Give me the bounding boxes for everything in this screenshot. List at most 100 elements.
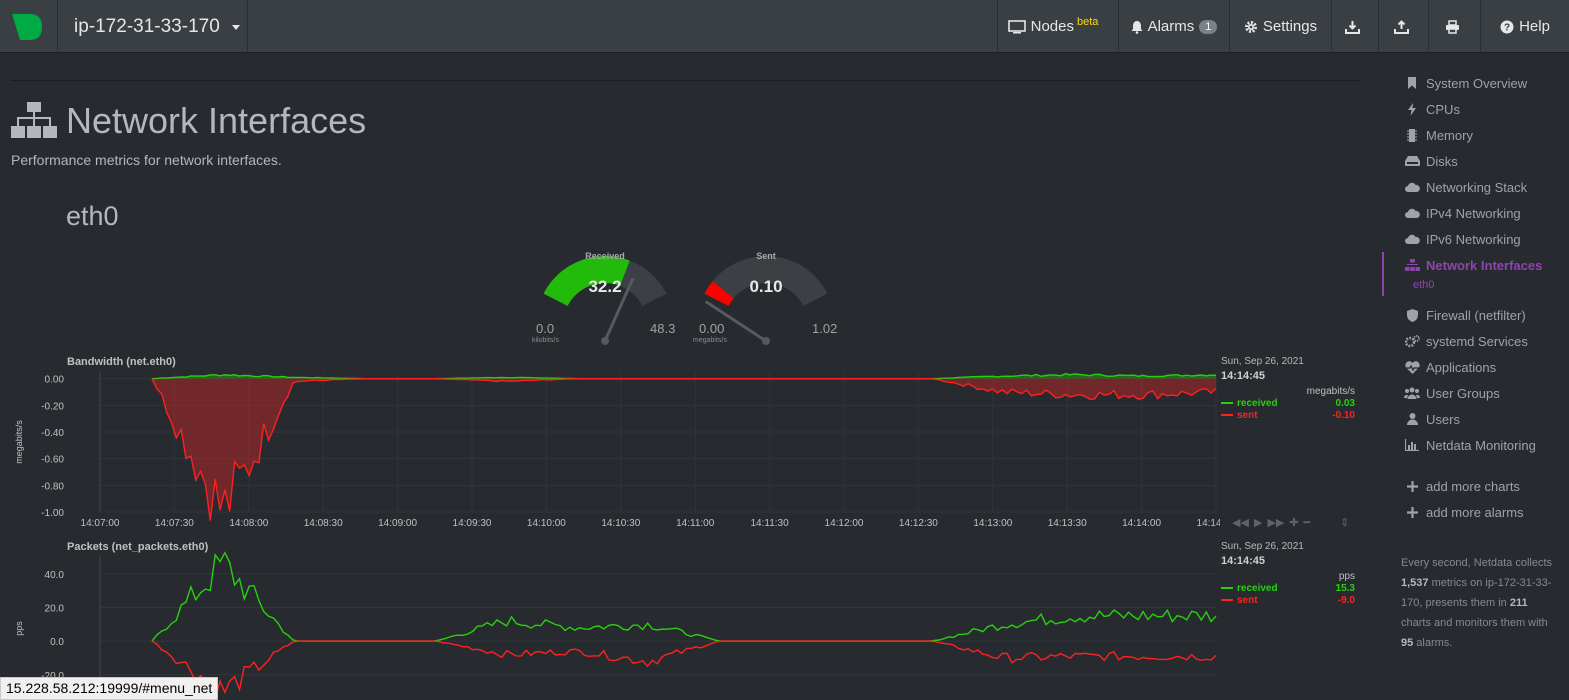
sidebar-item-users[interactable]: Users — [1382, 406, 1569, 432]
sidebar-item-memory[interactable]: Memory — [1382, 122, 1569, 148]
resize-icon[interactable]: ⇕ — [1340, 517, 1350, 529]
sidebar-item-network-interfaces[interactable]: Network Interfaces — [1382, 252, 1569, 278]
sidebar-item-netdata-monitoring[interactable]: Netdata Monitoring — [1382, 432, 1569, 458]
hdd-icon — [1404, 154, 1420, 168]
received-gauge[interactable]: Received 32.2 0.0 48.3 kilobits/s — [529, 251, 681, 351]
footer-text: metrics on ip-172-31-33-170, presents th… — [1401, 577, 1552, 609]
x-tick-label: 14:10:00 — [527, 518, 566, 529]
add-more-alarms-link[interactable]: add more alarms — [1382, 499, 1569, 525]
x-tick-label: 14:13:30 — [1048, 518, 1087, 529]
x-tick-label: 14:12:30 — [899, 518, 938, 529]
users-icon — [1404, 386, 1420, 400]
legend-sent[interactable]: sent -0.10 — [1221, 410, 1355, 421]
nodes-button[interactable]: Nodes beta — [997, 0, 1108, 53]
sidebar-item-firewall[interactable]: Firewall (netfilter) — [1382, 302, 1569, 328]
play-icon[interactable]: ▶ — [1253, 517, 1263, 529]
legend-units: megabits/s — [1306, 386, 1355, 397]
sidebar-item-systemd-services[interactable]: systemd Services — [1382, 328, 1569, 354]
bolt-icon — [1404, 102, 1420, 116]
upload-button[interactable] — [1378, 0, 1428, 53]
gauge-min: 0.0 — [536, 321, 555, 336]
y-tick-label: -0.80 — [41, 481, 64, 492]
legend-units: pps — [1338, 571, 1355, 582]
y-axis-label: megabits/s — [14, 420, 24, 464]
sent-gauge[interactable]: Sent 0.10 0.00 1.02 megabits/s — [690, 251, 842, 351]
cloud-icon — [1404, 180, 1420, 194]
heartbeat-icon — [1404, 360, 1420, 374]
y-tick-label: -0.40 — [41, 428, 64, 439]
plus-icon — [1404, 505, 1420, 519]
y-tick-label: -0.20 — [41, 401, 64, 412]
sidebar-item-networking-stack[interactable]: Networking Stack — [1382, 174, 1569, 200]
cogs-icon — [1404, 334, 1420, 348]
sidebar-item-user-groups[interactable]: User Groups — [1382, 380, 1569, 406]
legend-received[interactable]: received 15.3 — [1221, 583, 1355, 594]
received-gauge-arc — [543, 256, 667, 345]
gauge-unit: megabits/s — [693, 337, 727, 344]
bookmark-icon — [1404, 76, 1420, 90]
plus-icon — [1404, 479, 1420, 493]
sidebar-item-label: Memory — [1426, 127, 1473, 143]
bell-icon — [1131, 20, 1143, 34]
desktop-icon — [1007, 19, 1026, 33]
packets-chart[interactable]: 40.0 20.0 0.0 -20.0 pps — [0, 540, 1220, 700]
legend-date: Sun, Sep 26, 2021 — [1221, 356, 1304, 367]
legend-time: 14:14:45 — [1221, 555, 1266, 567]
add-more-alarms-label: add more alarms — [1426, 504, 1524, 520]
y-tick-label: -1.00 — [41, 508, 64, 519]
legend-sent[interactable]: sent -9.0 — [1221, 595, 1355, 606]
legend-sent-value: -9.0 — [1337, 595, 1355, 606]
user-icon — [1404, 412, 1420, 426]
legend-received-label: received — [1237, 398, 1278, 409]
y-tick-label: 20.0 — [45, 603, 65, 614]
caret-down-icon — [231, 25, 240, 30]
sent-gauge-arc — [704, 256, 828, 345]
sidebar-subitem-eth0[interactable]: eth0 — [1382, 278, 1569, 296]
legend-time: 14:14:45 — [1221, 370, 1266, 382]
print-button[interactable] — [1428, 0, 1480, 53]
zoom-out-icon[interactable]: ━ — [1303, 517, 1311, 529]
sidebar-item-label: Disks — [1426, 153, 1458, 169]
sidebar-spacer — [1382, 458, 1569, 473]
footer-text: Every second, Netdata collects — [1401, 557, 1553, 569]
legend-received-value: 15.3 — [1335, 583, 1355, 594]
gauge-unit: kilobits/s — [532, 337, 559, 344]
sidebar-item-label: System Overview — [1426, 75, 1528, 91]
sidebar-item-label: Users — [1426, 411, 1460, 427]
alarms-label: Alarms — [1147, 18, 1195, 35]
x-tick-label: 14:07:30 — [155, 518, 194, 529]
pan-right-icon[interactable]: ▶▶ — [1267, 517, 1285, 529]
pan-left-icon[interactable]: ◀◀ — [1232, 517, 1249, 529]
series-received-area — [152, 373, 1216, 379]
sidebar-item-label: Networking Stack — [1426, 179, 1528, 195]
legend-received-value: 0.03 — [1335, 398, 1355, 409]
x-tick-label: 14:08:00 — [229, 518, 268, 529]
nodes-label: Nodes — [1030, 18, 1074, 35]
alarms-button[interactable]: Alarms 1 — [1118, 0, 1229, 53]
sidebar-item-label: Applications — [1426, 359, 1497, 375]
svg-text:?: ? — [1504, 22, 1510, 33]
sidebar-item-disks[interactable]: Disks — [1382, 148, 1569, 174]
legend-sent-label: sent — [1237, 410, 1258, 421]
section-title: Network Interfaces — [66, 100, 367, 141]
sidebar-item-label: CPUs — [1426, 101, 1460, 117]
sidebar-item-system-overview[interactable]: System Overview — [1382, 70, 1569, 96]
upload-icon — [1393, 19, 1409, 34]
gauge-title: Sent — [756, 251, 776, 261]
zoom-in-icon[interactable]: ✚ — [1289, 517, 1299, 529]
settings-button[interactable]: Settings — [1229, 0, 1331, 53]
footer-text: alarms. — [1413, 637, 1453, 649]
add-more-charts-link[interactable]: add more charts — [1382, 473, 1569, 499]
legend-received[interactable]: received 0.03 — [1221, 398, 1355, 409]
netdata-logo[interactable] — [0, 0, 58, 53]
gauge-value: 32.2 — [588, 277, 622, 296]
hostname-dropdown[interactable]: ip-172-31-33-170 — [58, 0, 248, 53]
sidebar-item-ipv4-networking[interactable]: IPv4 Networking — [1382, 200, 1569, 226]
metrics-count: 1,537 — [1401, 577, 1429, 589]
download-button[interactable] — [1331, 0, 1378, 53]
sidebar-item-applications[interactable]: Applications — [1382, 354, 1569, 380]
help-button[interactable]: ? Help — [1480, 0, 1569, 53]
sidebar-item-cpus[interactable]: CPUs — [1382, 96, 1569, 122]
sidebar-item-ipv6-networking[interactable]: IPv6 Networking — [1382, 226, 1569, 252]
bandwidth-chart[interactable]: 0.00 -0.20 -0.40 -0.60 -0.80 -1.00 14:07:00 14:… — [0, 355, 1220, 535]
